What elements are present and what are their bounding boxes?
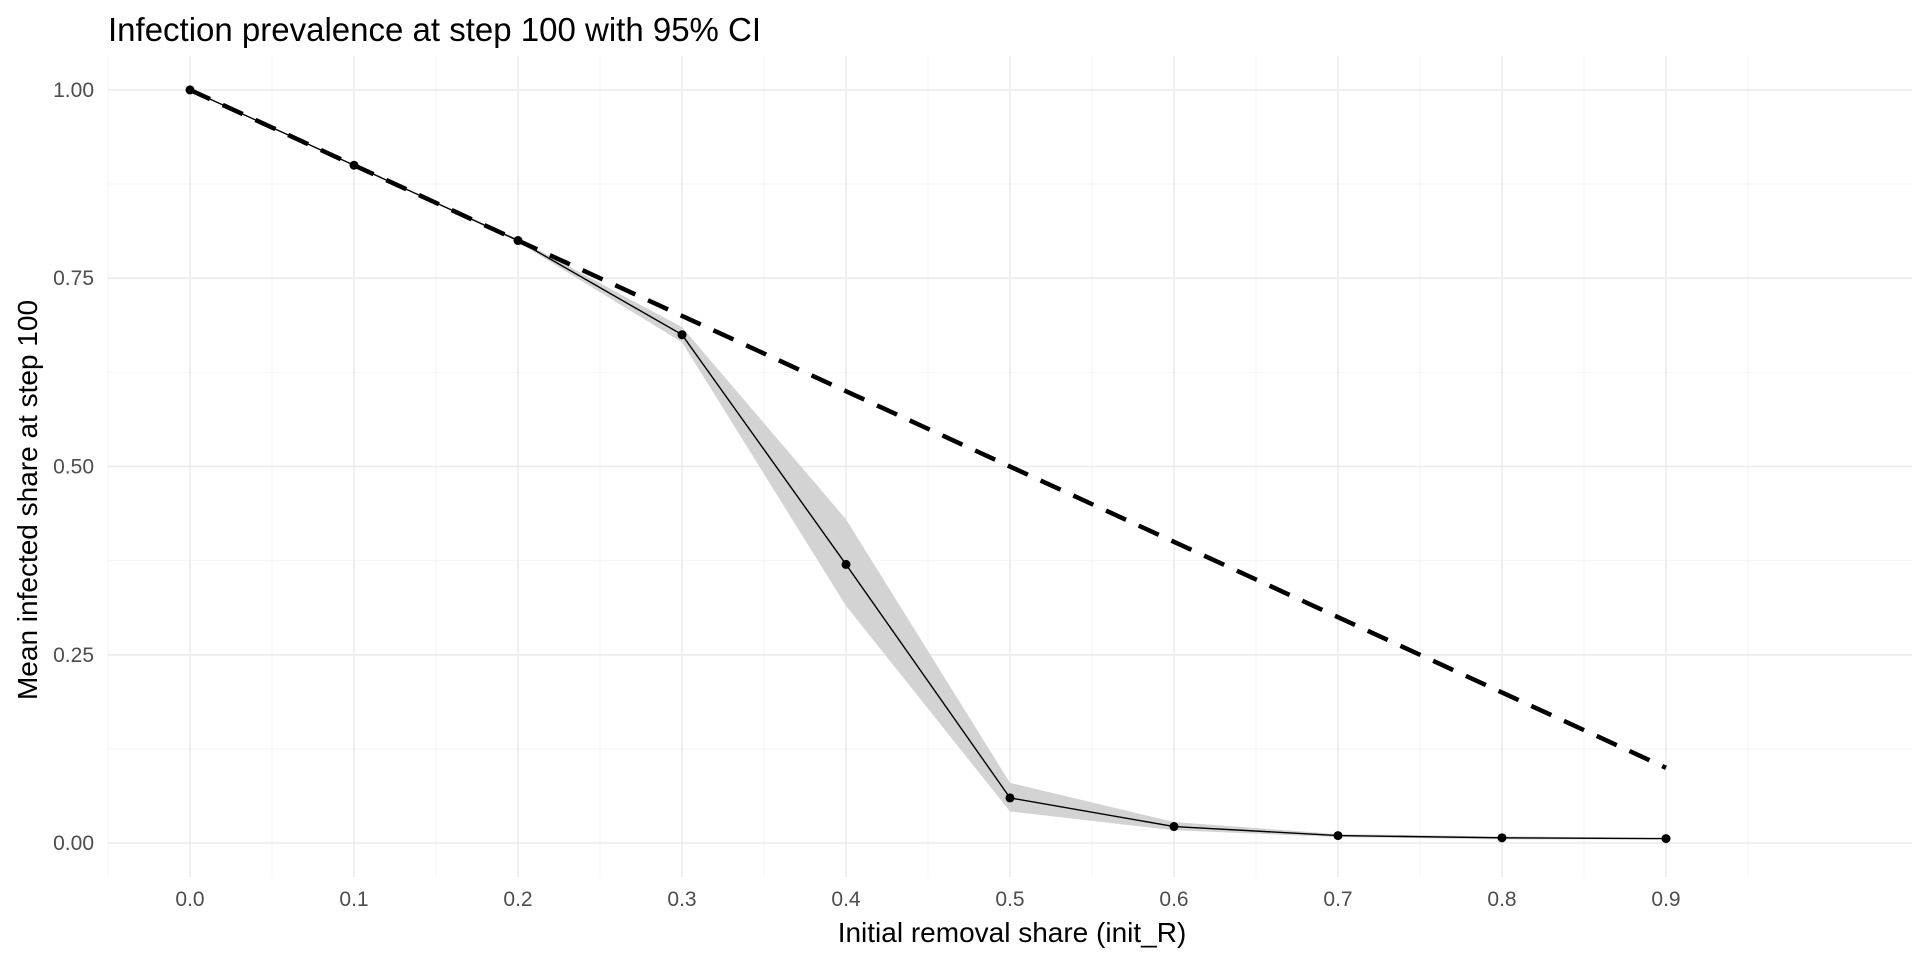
x-axis-tick-labels: 0.0 0.1 0.2 0.3 0.4 0.5 0.6 0.7 0.8 0.9 xyxy=(175,888,1680,911)
data-point xyxy=(185,85,195,95)
x-tick-label: 0.0 xyxy=(175,888,204,911)
data-point xyxy=(841,559,851,569)
data-point xyxy=(1005,793,1015,803)
y-tick-label: 1.00 xyxy=(53,79,94,102)
y-tick-label: 0.75 xyxy=(53,267,94,290)
x-tick-label: 0.1 xyxy=(339,888,368,911)
x-axis-title: Initial removal share (init_R) xyxy=(838,917,1187,948)
series-points xyxy=(185,85,1671,844)
y-tick-label: 0.00 xyxy=(53,832,94,855)
x-tick-label: 0.3 xyxy=(667,888,696,911)
y-tick-label: 0.50 xyxy=(53,456,94,479)
chart-title: Infection prevalence at step 100 with 95… xyxy=(108,11,761,48)
confidence-band xyxy=(190,89,1666,840)
y-axis-title: Mean infected share at step 100 xyxy=(12,300,43,700)
x-tick-label: 0.5 xyxy=(995,888,1024,911)
x-tick-label: 0.7 xyxy=(1323,888,1352,911)
y-tick-label: 0.25 xyxy=(53,644,94,667)
confidence-ribbons xyxy=(190,89,1666,840)
x-tick-label: 0.8 xyxy=(1487,888,1516,911)
major-gridlines xyxy=(108,56,1912,877)
x-tick-label: 0.4 xyxy=(831,888,861,911)
y-axis-tick-labels: 0.00 0.25 0.50 0.75 1.00 xyxy=(53,79,94,855)
data-point xyxy=(1661,834,1671,844)
x-tick-label: 0.6 xyxy=(1159,888,1188,911)
x-tick-label: 0.9 xyxy=(1651,888,1680,911)
reference-dashed-line xyxy=(189,87,1667,770)
data-point xyxy=(1497,833,1507,843)
series-lines xyxy=(189,87,1667,840)
data-point xyxy=(677,330,687,340)
data-point xyxy=(1169,822,1179,832)
data-point xyxy=(513,236,523,246)
data-point xyxy=(349,160,359,170)
x-tick-label: 0.2 xyxy=(503,888,532,911)
data-point xyxy=(1333,831,1343,841)
